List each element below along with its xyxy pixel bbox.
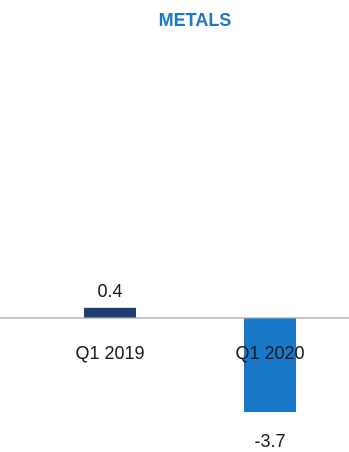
x-tick-label-q1-2020: Q1 2020 (235, 343, 304, 363)
chart-title: METALS (159, 10, 232, 30)
bar-q1-2019 (84, 307, 136, 318)
bar-q1-2020 (244, 318, 296, 412)
data-label-q1-2019: 0.4 (97, 281, 122, 301)
data-label-q1-2020: -3.7 (254, 431, 285, 451)
labels-layer: 0.4 Q1 2019 -3.7 Q1 2020 (75, 281, 304, 451)
bars-layer (84, 307, 296, 412)
x-tick-label-q1-2019: Q1 2019 (75, 343, 144, 363)
